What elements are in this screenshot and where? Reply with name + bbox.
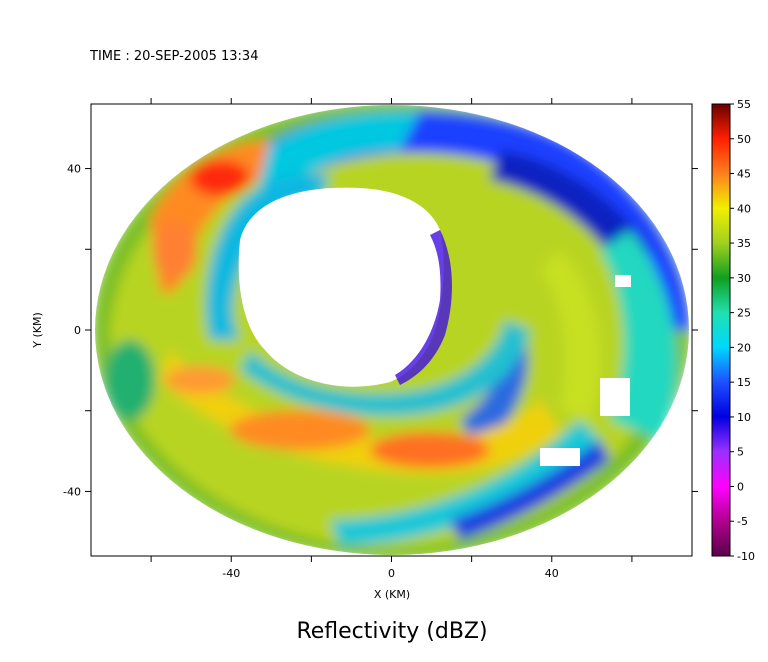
y-tick-label: -40 bbox=[63, 485, 81, 498]
colorbar-tick-label: 40 bbox=[737, 202, 751, 215]
colorbar-tick-label: 30 bbox=[737, 272, 751, 285]
radar-field bbox=[95, 105, 689, 555]
x-axis-label: X (KM) bbox=[374, 588, 410, 601]
y-tick-label: 40 bbox=[67, 163, 81, 176]
colorbar-tick-label: 0 bbox=[737, 480, 744, 493]
x-tick-label: 40 bbox=[545, 567, 559, 580]
colorbar-tick-label: 20 bbox=[737, 341, 751, 354]
colorbar-tick-label: -10 bbox=[737, 550, 755, 563]
eye-no-data bbox=[238, 187, 444, 387]
colorbar-tick-label: 5 bbox=[737, 446, 744, 459]
x-tick-label: 0 bbox=[388, 567, 395, 580]
colorbar-tick-label: -5 bbox=[737, 515, 748, 528]
figure-caption: Reflectivity (dBZ) bbox=[296, 619, 487, 644]
axis-ticks: -40 0 40 -40 0 40 bbox=[63, 98, 698, 580]
x-tick-label: -40 bbox=[222, 567, 240, 580]
colorbar-tick-label: 50 bbox=[737, 133, 751, 146]
y-axis-label: Y (KM) bbox=[31, 312, 44, 349]
colorbar-tick-label: 35 bbox=[737, 237, 751, 250]
colorbar-tick-label: 55 bbox=[737, 98, 751, 111]
colorbar-tick-label: 10 bbox=[737, 411, 751, 424]
colorbar-tick-label: 25 bbox=[737, 307, 751, 320]
y-tick-label: 0 bbox=[74, 324, 81, 337]
colorbar-tick-label: 45 bbox=[737, 168, 751, 181]
colorbar bbox=[711, 103, 731, 557]
colorbar-tick-label: 15 bbox=[737, 376, 751, 389]
chart-title: TIME : 20-SEP-2005 13:34 bbox=[89, 49, 258, 64]
